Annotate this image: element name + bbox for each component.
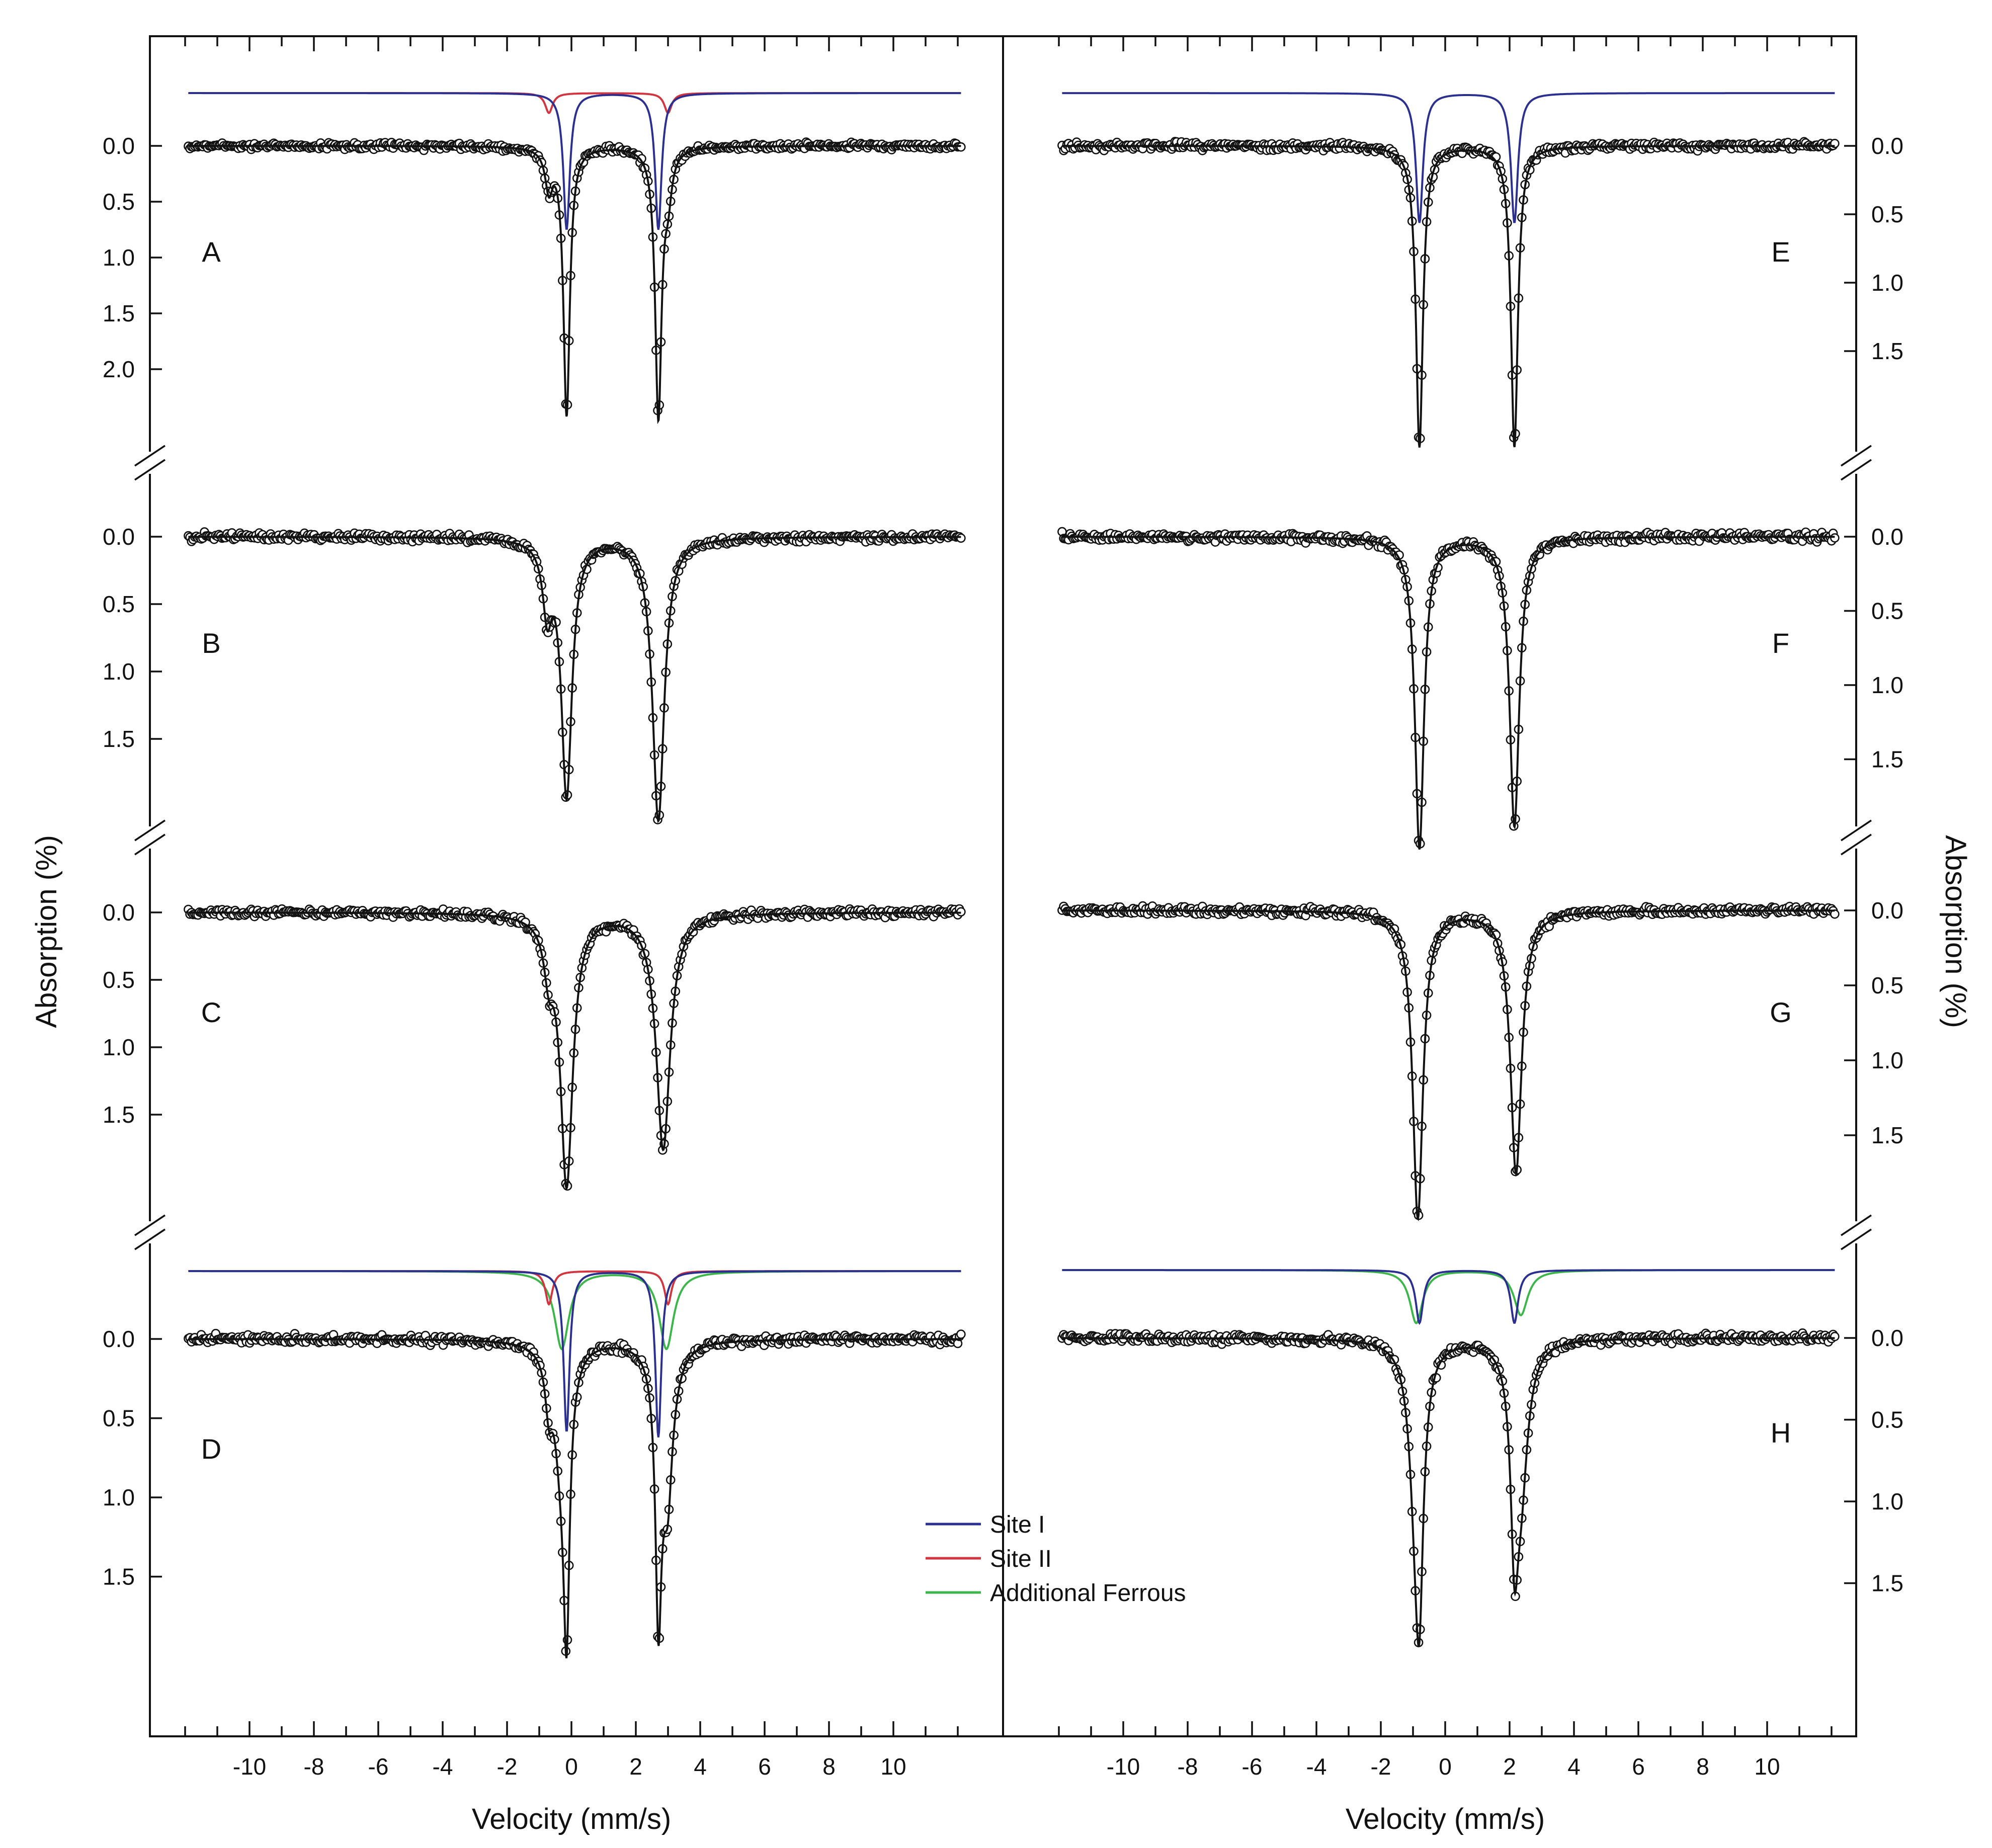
x-tick-label: -4 <box>433 1753 453 1780</box>
y-tick-label: 1.5 <box>1871 746 1903 773</box>
y-tick-label: 1.5 <box>1871 338 1903 364</box>
y-tick-label: 1.0 <box>1871 1488 1903 1515</box>
fit-curve-f <box>1062 536 1835 850</box>
panel-label-b: B <box>202 627 220 659</box>
x-tick-label: 4 <box>694 1753 707 1780</box>
y-tick-label: 0.0 <box>1871 133 1903 159</box>
x-tick-label: 0 <box>565 1753 578 1780</box>
y-tick-label: 0.0 <box>1871 897 1903 923</box>
component-curve-d-site-I <box>188 1270 961 1438</box>
y-tick-label: 1.0 <box>103 1034 135 1060</box>
y-tick-label: 0.5 <box>1871 598 1903 624</box>
x-tick-label: -10 <box>233 1753 266 1780</box>
y-tick-label: 0.5 <box>1871 201 1903 227</box>
fit-curve-g <box>1062 909 1835 1221</box>
x-axis-title: Velocity (mm/s) <box>1346 1803 1545 1835</box>
x-tick-label: 4 <box>1567 1753 1581 1780</box>
data-point <box>1830 533 1840 543</box>
panel-label-g: G <box>1770 996 1792 1028</box>
y-tick-label: 1.0 <box>1871 1047 1903 1073</box>
x-tick-label: 8 <box>822 1753 836 1780</box>
x-tick-label: -6 <box>368 1753 389 1780</box>
y-tick-label: 0.5 <box>103 1405 135 1432</box>
x-axis-title: Velocity (mm/s) <box>472 1803 671 1835</box>
data-points-layer <box>184 137 1840 1658</box>
x-tick-label: -2 <box>1371 1753 1391 1780</box>
data-point <box>956 533 966 543</box>
y-tick-label: 0.5 <box>103 591 135 617</box>
x-tick-label: 0 <box>1439 1753 1452 1780</box>
y-tick-label: 1.0 <box>1871 270 1903 296</box>
x-tick-label: -6 <box>1242 1753 1263 1780</box>
fit-curve-b <box>188 536 961 823</box>
y-tick-label: 0.0 <box>1871 1325 1903 1351</box>
y-tick-label: 0.0 <box>103 1326 135 1352</box>
y-tick-label: 1.5 <box>103 1564 135 1590</box>
fit-curve-d <box>188 1338 961 1658</box>
component-fit-layer <box>188 92 1835 1438</box>
x-tick-label: -10 <box>1107 1753 1140 1780</box>
x-tick-label: -8 <box>1178 1753 1198 1780</box>
data-point <box>1830 1331 1840 1341</box>
panel-label-f: F <box>1772 627 1789 659</box>
y-tick-label: 1.5 <box>103 300 135 326</box>
y-tick-label: 2.0 <box>103 356 135 382</box>
y-tick-label: 1.5 <box>103 726 135 752</box>
panel-label-c: C <box>201 996 221 1028</box>
legend-label: Site I <box>990 1511 1045 1538</box>
y-tick-label: 1.0 <box>103 244 135 271</box>
y-tick-label: 1.5 <box>1871 1122 1903 1148</box>
x-tick-label: -4 <box>1306 1753 1327 1780</box>
panel-label-h: H <box>1771 1417 1791 1449</box>
x-tick-label: 10 <box>1754 1753 1780 1780</box>
x-tick-label: 10 <box>880 1753 906 1780</box>
y-tick-label: 0.0 <box>103 899 135 926</box>
component-curve-a-site-I <box>188 92 961 230</box>
y-tick-label: 1.0 <box>103 658 135 685</box>
y-tick-label: 1.0 <box>1871 672 1903 698</box>
y-tick-label: 0.0 <box>103 133 135 159</box>
y-tick-label: 1.0 <box>103 1484 135 1510</box>
y-tick-label: 1.5 <box>103 1102 135 1128</box>
component-curve-a-site-II <box>188 92 961 114</box>
axes-layer <box>134 35 1872 1737</box>
legend-label: Additional Ferrous <box>990 1580 1186 1607</box>
y-tick-label: 0.0 <box>103 524 135 550</box>
fit-curve-e <box>1062 145 1835 448</box>
x-tick-label: -2 <box>497 1753 518 1780</box>
legend-label: Site II <box>990 1546 1052 1572</box>
x-tick-label: -8 <box>304 1753 324 1780</box>
y-tick-label: 0.5 <box>1871 1407 1903 1433</box>
y-tick-label: 0.5 <box>103 189 135 215</box>
legend: Site I Site II Additional Ferrous <box>926 1511 1186 1607</box>
x-tick-label: 6 <box>758 1753 771 1780</box>
x-tick-label: 2 <box>1503 1753 1516 1780</box>
y-tick-label: 0.5 <box>103 967 135 993</box>
fit-curve-c <box>188 911 961 1191</box>
component-curve-e-site-I <box>1062 92 1835 223</box>
y-axis-title-right: Absorption (%) <box>1939 835 1972 1028</box>
y-tick-label: 1.5 <box>1871 1570 1903 1597</box>
panel-label-a: A <box>202 236 221 268</box>
fit-curve-a <box>188 145 961 425</box>
component-curve-h-site-I <box>1062 1269 1835 1325</box>
x-tick-label: 2 <box>629 1753 642 1780</box>
data-point <box>956 1329 966 1339</box>
y-tick-label: 0.5 <box>1871 972 1903 998</box>
panel-label-d: D <box>201 1433 221 1465</box>
component-curve-h-additional-ferrous <box>1062 1269 1835 1324</box>
y-tick-label: 0.0 <box>1871 524 1903 550</box>
panel-label-e: E <box>1771 236 1790 268</box>
x-tick-label: 8 <box>1696 1753 1709 1780</box>
y-axis-title-left: Absorption (%) <box>30 835 63 1028</box>
x-tick-label: 6 <box>1632 1753 1645 1780</box>
